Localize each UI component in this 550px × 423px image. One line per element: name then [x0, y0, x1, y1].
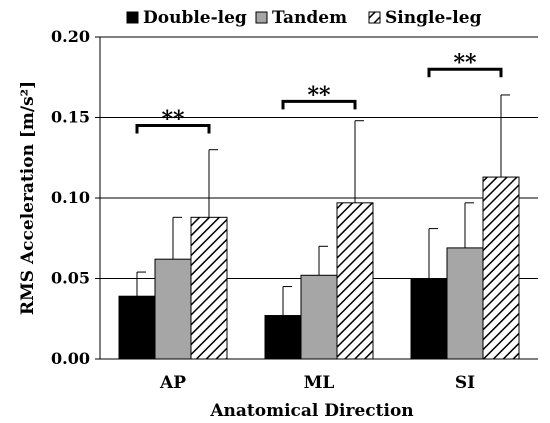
- bar: [336, 202, 374, 360]
- legend-label: Tandem: [272, 8, 347, 28]
- significance-annotations: ** ** **: [135, 50, 503, 134]
- y-tick-label: 0.05: [51, 269, 90, 288]
- y-tick-label: 0.20: [51, 27, 90, 46]
- legend-swatch: [126, 11, 139, 24]
- x-tick-label: AP: [159, 373, 186, 393]
- bar: [482, 176, 520, 360]
- significance-bracket: [427, 67, 503, 78]
- significance-bracket: [281, 99, 357, 110]
- bar: [154, 258, 192, 360]
- x-tick-label: ML: [304, 373, 335, 393]
- significance-label: **: [161, 107, 185, 133]
- y-tick-label: 0.15: [51, 108, 90, 127]
- bar: [446, 247, 484, 360]
- bar: [264, 315, 302, 360]
- bar: [300, 274, 338, 360]
- y-tick-label: 0.00: [51, 349, 90, 368]
- legend-label: Single-leg: [385, 8, 482, 28]
- bar: [410, 278, 448, 360]
- legend-swatch: [368, 11, 381, 24]
- legend-label: Double-leg: [143, 8, 247, 28]
- bar: [190, 216, 228, 360]
- error-bars: [136, 94, 510, 316]
- y-axis-title: RMS Acceleration [m/s²]: [18, 81, 38, 315]
- legend-swatch: [255, 11, 268, 24]
- significance-label: **: [307, 82, 331, 108]
- x-tick-label: SI: [455, 373, 475, 393]
- significance-bracket: [135, 124, 211, 134]
- x-axis-title: Anatomical Direction: [209, 401, 413, 421]
- legend: Double-leg Tandem Single-leg: [126, 8, 482, 28]
- y-tick-label: 0.10: [51, 188, 90, 207]
- significance-label: **: [453, 50, 477, 76]
- bar: [118, 295, 156, 360]
- axes: 0.00 0.05 0.10 0.15 0.20 AP ML SI: [51, 27, 538, 393]
